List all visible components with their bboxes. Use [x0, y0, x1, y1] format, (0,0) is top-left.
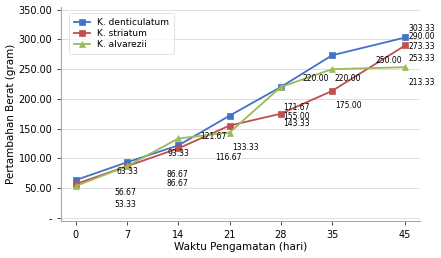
Legend: K. denticulatum, K. striatum, K. alvarezii: K. denticulatum, K. striatum, K. alvarez… [69, 13, 174, 54]
Text: 220.00: 220.00 [335, 74, 361, 83]
Line: K. denticulatum: K. denticulatum [73, 35, 408, 183]
Text: 133.33: 133.33 [232, 143, 259, 152]
K. denticulatum [329, 54, 335, 57]
K. striatum [73, 182, 78, 186]
K. denticulatum [227, 114, 232, 117]
Text: 253.33: 253.33 [408, 54, 435, 63]
K. striatum [403, 44, 408, 47]
K. denticulatum [278, 85, 284, 88]
K. striatum [278, 112, 284, 115]
K. alvarezii [73, 184, 78, 188]
Line: K. striatum: K. striatum [73, 43, 408, 187]
Y-axis label: Pertambahan Berat (gram): Pertambahan Berat (gram) [6, 44, 15, 184]
Text: 273.33: 273.33 [408, 42, 435, 51]
K. denticulatum [403, 36, 408, 39]
Text: 53.33: 53.33 [115, 200, 137, 209]
Text: 250.00: 250.00 [376, 56, 403, 65]
K. denticulatum [176, 144, 181, 147]
Text: 116.67: 116.67 [215, 152, 241, 162]
K. denticulatum [124, 161, 130, 164]
Text: 93.33: 93.33 [168, 149, 189, 158]
Text: 175.00: 175.00 [335, 101, 362, 110]
K. striatum [176, 147, 181, 150]
Text: 63.33: 63.33 [116, 167, 138, 176]
Text: 56.67: 56.67 [115, 188, 137, 197]
K. alvarezii [329, 68, 335, 71]
K. alvarezii [278, 85, 284, 88]
Line: K. alvarezii: K. alvarezii [73, 64, 408, 189]
Text: 155.00: 155.00 [284, 112, 310, 122]
K. alvarezii [227, 131, 232, 134]
Text: 86.67: 86.67 [166, 170, 188, 179]
K. alvarezii [124, 165, 130, 168]
Text: 303.33: 303.33 [408, 24, 435, 33]
Text: 290.00: 290.00 [408, 32, 435, 41]
Text: 86.67: 86.67 [166, 179, 188, 188]
X-axis label: Waktu Pengamatan (hari): Waktu Pengamatan (hari) [174, 243, 307, 252]
K. alvarezii [176, 137, 181, 140]
Text: 171.67: 171.67 [284, 102, 310, 111]
K. striatum [329, 90, 335, 93]
K. alvarezii [403, 66, 408, 69]
Text: 213.33: 213.33 [408, 78, 434, 87]
K. denticulatum [73, 179, 78, 182]
Text: 220.00: 220.00 [303, 74, 329, 83]
K. striatum [124, 165, 130, 168]
K. striatum [227, 124, 232, 127]
Text: 143.33: 143.33 [284, 119, 310, 128]
Text: 121.67: 121.67 [200, 132, 227, 141]
